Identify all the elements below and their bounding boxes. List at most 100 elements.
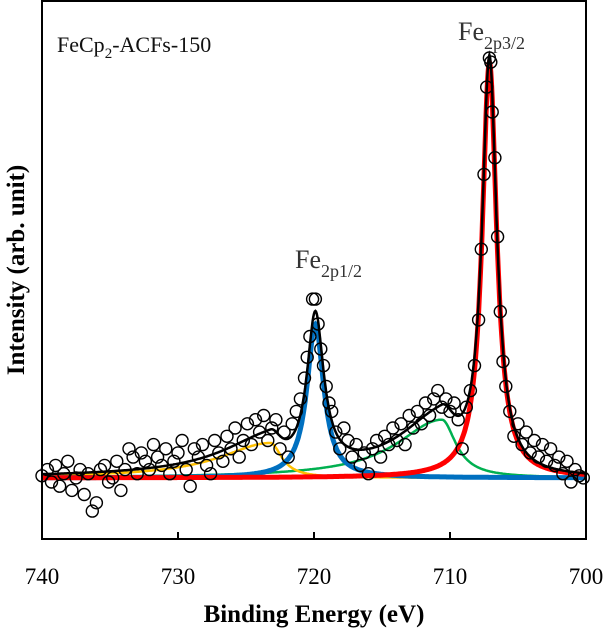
data-point bbox=[126, 450, 140, 464]
data-point bbox=[503, 404, 517, 419]
data-point bbox=[203, 467, 218, 481]
x-ticks: 740 730 720 710 700 bbox=[25, 532, 604, 589]
data-point bbox=[122, 442, 136, 456]
data-point bbox=[319, 379, 333, 394]
data-point bbox=[53, 479, 67, 493]
data-point bbox=[410, 404, 425, 419]
data-point bbox=[277, 425, 291, 439]
data-point bbox=[130, 467, 144, 481]
data-point bbox=[435, 400, 449, 414]
data-point bbox=[57, 467, 71, 481]
data-point bbox=[325, 404, 339, 419]
data-point bbox=[539, 454, 554, 468]
data-point bbox=[150, 450, 165, 464]
data-point bbox=[499, 379, 513, 394]
data-point bbox=[199, 458, 214, 473]
data-point bbox=[477, 167, 491, 182]
data-point bbox=[142, 462, 157, 477]
data-point bbox=[493, 304, 507, 319]
data-point bbox=[308, 292, 323, 306]
data-point bbox=[455, 442, 469, 456]
data-point bbox=[431, 383, 445, 398]
data-point bbox=[81, 467, 95, 481]
data-point bbox=[484, 55, 498, 69]
x-tick-label: 700 bbox=[569, 564, 604, 589]
data-point bbox=[314, 342, 328, 356]
data-point bbox=[118, 462, 132, 477]
data-point bbox=[474, 242, 488, 256]
data-point bbox=[167, 454, 181, 468]
data-point bbox=[216, 454, 230, 468]
data-point bbox=[535, 437, 550, 452]
data-point bbox=[556, 467, 570, 481]
data-point bbox=[69, 471, 83, 485]
data-point bbox=[61, 454, 75, 468]
data-point bbox=[240, 417, 255, 431]
data-point bbox=[73, 462, 87, 477]
data-point bbox=[382, 437, 396, 452]
data-point bbox=[511, 417, 525, 431]
data-point bbox=[471, 313, 486, 327]
data-point bbox=[207, 433, 222, 448]
data-point bbox=[398, 437, 412, 452]
data-point bbox=[257, 408, 271, 423]
data-point bbox=[261, 433, 275, 448]
data-point bbox=[386, 421, 400, 435]
data-point bbox=[236, 433, 251, 448]
data-point bbox=[212, 446, 226, 460]
x-axis-label: Binding Energy (eV) bbox=[204, 601, 425, 628]
data-points bbox=[35, 51, 590, 518]
data-point bbox=[187, 442, 202, 456]
data-point bbox=[490, 229, 505, 244]
data-point bbox=[146, 437, 161, 452]
data-point bbox=[527, 433, 541, 448]
data-point bbox=[451, 413, 465, 427]
data-point bbox=[248, 413, 263, 427]
data-point bbox=[576, 471, 590, 485]
data-point bbox=[418, 396, 433, 410]
data-point bbox=[244, 437, 259, 452]
data-point bbox=[44, 475, 59, 489]
data-point bbox=[365, 442, 380, 456]
data-point bbox=[154, 458, 169, 473]
data-point bbox=[357, 446, 371, 460]
data-point bbox=[110, 454, 124, 468]
data-point bbox=[105, 471, 120, 485]
data-point bbox=[485, 105, 499, 119]
data-point bbox=[531, 450, 546, 464]
data-point bbox=[300, 350, 314, 364]
data-point bbox=[252, 425, 267, 439]
data-point bbox=[305, 292, 320, 306]
data-point bbox=[378, 429, 392, 443]
data-point bbox=[543, 442, 558, 456]
data-point bbox=[447, 396, 461, 410]
data-point bbox=[220, 429, 234, 443]
x-tick-label: 730 bbox=[161, 564, 196, 589]
peak-label-fe2p1-2: Fe2p1/2 bbox=[295, 245, 362, 281]
data-point bbox=[345, 450, 359, 464]
data-point bbox=[322, 396, 336, 410]
data-point bbox=[289, 404, 303, 419]
data-point bbox=[523, 446, 537, 460]
data-point bbox=[138, 454, 153, 468]
data-point bbox=[269, 413, 283, 427]
y-axis-label: Intensity (arb. unit) bbox=[3, 165, 30, 375]
data-point bbox=[394, 417, 408, 431]
data-point bbox=[422, 408, 437, 423]
data-point bbox=[496, 354, 510, 369]
data-point bbox=[463, 383, 478, 398]
data-point bbox=[179, 462, 193, 477]
data-point bbox=[297, 371, 312, 385]
data-point bbox=[303, 329, 317, 344]
data-point bbox=[195, 437, 210, 452]
data-point bbox=[552, 450, 566, 464]
peak-label-fe2p3-2: Fe2p3/2 bbox=[458, 17, 525, 53]
data-point bbox=[329, 425, 343, 439]
data-point bbox=[369, 433, 384, 448]
data-point bbox=[224, 442, 238, 456]
data-point bbox=[93, 462, 108, 477]
data-point bbox=[281, 450, 295, 464]
data-point bbox=[316, 358, 331, 373]
data-point bbox=[48, 458, 63, 473]
